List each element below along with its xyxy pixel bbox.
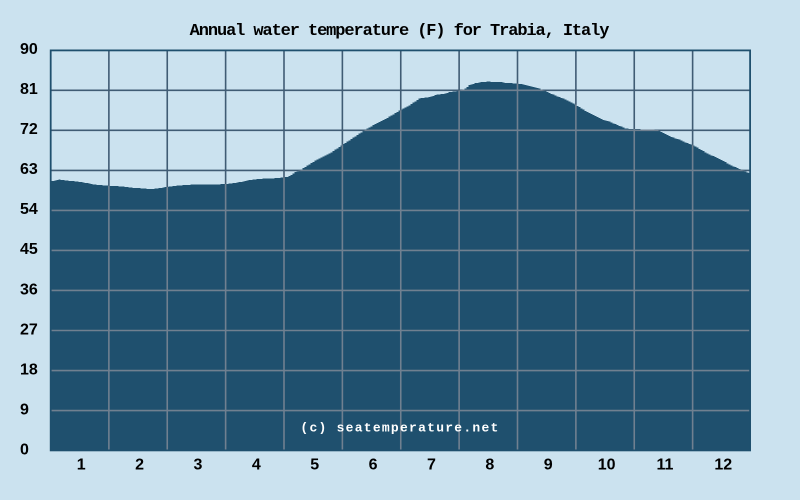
svg-text:0: 0 (20, 441, 29, 458)
svg-text:6: 6 (369, 457, 378, 474)
svg-text:81: 81 (20, 81, 38, 98)
svg-text:(c) seatemperature.net: (c) seatemperature.net (300, 421, 499, 436)
svg-text:9: 9 (544, 457, 553, 474)
svg-text:12: 12 (714, 457, 732, 474)
svg-text:9: 9 (20, 401, 29, 418)
svg-text:10: 10 (598, 457, 616, 474)
svg-text:72: 72 (20, 121, 38, 138)
svg-text:11: 11 (656, 457, 673, 474)
svg-text:5: 5 (310, 457, 319, 474)
svg-text:2: 2 (135, 457, 144, 474)
svg-text:8: 8 (485, 457, 494, 474)
svg-text:Annual water temperature (F) f: Annual water temperature (F) for Trabia,… (190, 22, 610, 41)
svg-text:7: 7 (427, 457, 436, 474)
svg-text:1: 1 (77, 457, 86, 474)
svg-text:27: 27 (20, 321, 38, 338)
svg-text:45: 45 (20, 241, 38, 258)
svg-text:63: 63 (20, 161, 38, 178)
svg-text:18: 18 (20, 361, 38, 378)
svg-text:3: 3 (193, 457, 202, 474)
svg-text:4: 4 (252, 457, 261, 474)
svg-text:36: 36 (20, 281, 38, 298)
svg-text:90: 90 (20, 41, 38, 58)
svg-text:54: 54 (20, 201, 38, 218)
